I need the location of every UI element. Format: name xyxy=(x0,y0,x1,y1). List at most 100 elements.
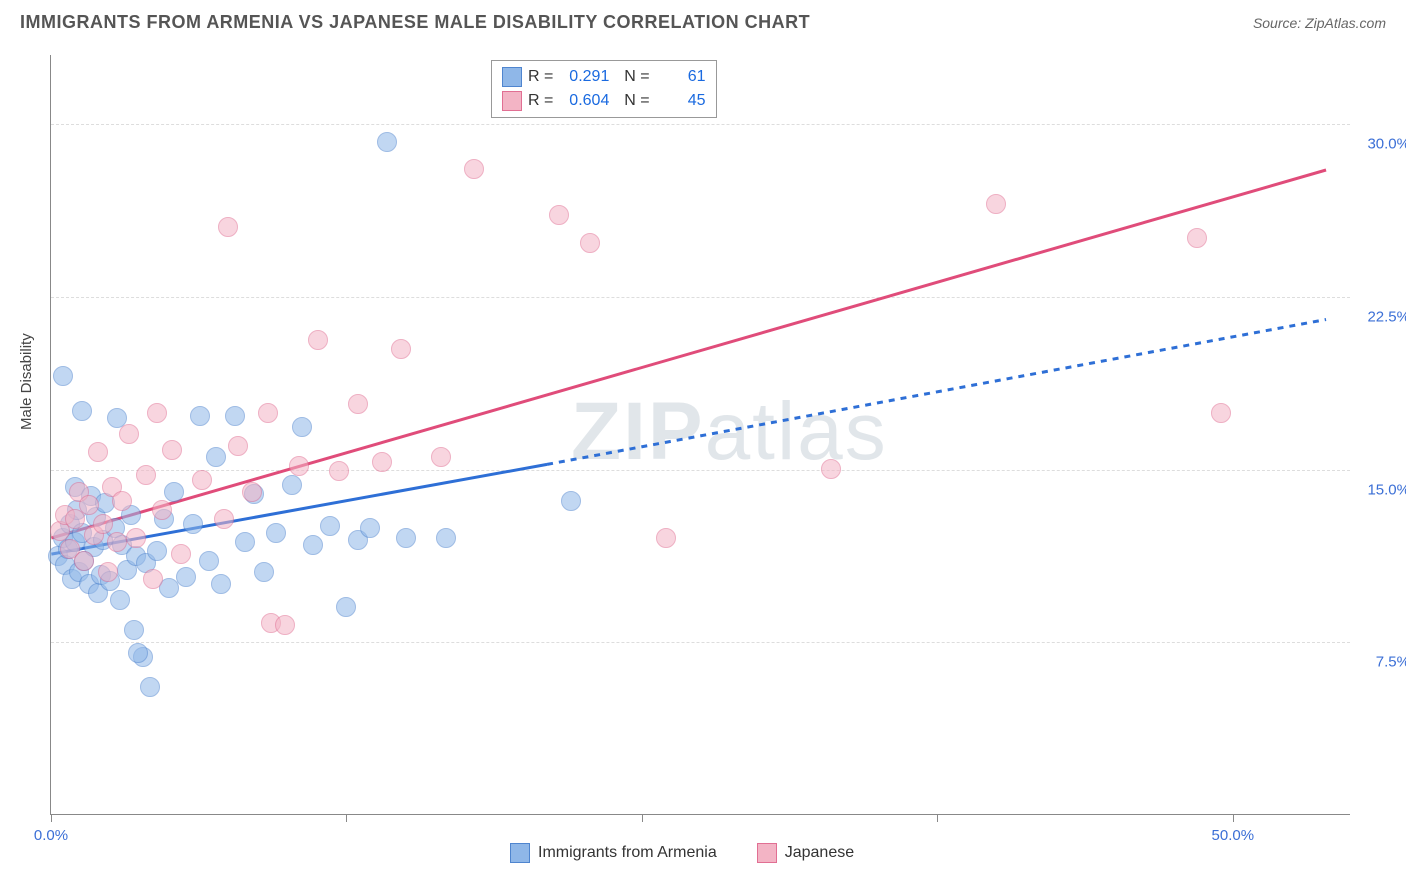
scatter-point xyxy=(72,401,92,421)
swatch-japanese xyxy=(502,91,522,111)
scatter-point xyxy=(1187,228,1207,248)
x-tick-label: 50.0% xyxy=(1212,827,1255,844)
scatter-point xyxy=(143,569,163,589)
scatter-point xyxy=(320,516,340,536)
r-value-japanese: 0.604 xyxy=(559,92,609,110)
scatter-point xyxy=(986,194,1006,214)
bottom-legend: Immigrants from Armenia Japanese xyxy=(510,843,854,863)
scatter-point xyxy=(214,509,234,529)
scatter-point xyxy=(308,330,328,350)
scatter-point xyxy=(126,528,146,548)
scatter-point xyxy=(235,532,255,552)
scatter-point xyxy=(1211,403,1231,423)
scatter-point xyxy=(79,495,99,515)
chart-header: IMMIGRANTS FROM ARMENIA VS JAPANESE MALE… xyxy=(0,0,1406,33)
scatter-point xyxy=(561,491,581,511)
y-axis-label: Male Disability xyxy=(18,333,35,430)
x-tick xyxy=(51,814,52,822)
scatter-point xyxy=(110,590,130,610)
scatter-point xyxy=(119,424,139,444)
scatter-point xyxy=(128,643,148,663)
swatch-armenia xyxy=(502,67,522,87)
scatter-point xyxy=(336,597,356,617)
y-tick-label: 22.5% xyxy=(1355,308,1406,325)
scatter-point xyxy=(93,514,113,534)
scatter-point xyxy=(147,403,167,423)
x-tick xyxy=(1233,814,1234,822)
legend-item-japanese: Japanese xyxy=(757,843,854,863)
scatter-point xyxy=(140,677,160,697)
r-label: R = xyxy=(528,68,553,86)
gridline xyxy=(51,297,1350,298)
scatter-point xyxy=(289,456,309,476)
stats-row-japanese: R = 0.604 N = 45 xyxy=(502,89,706,113)
scatter-point xyxy=(329,461,349,481)
scatter-point xyxy=(396,528,416,548)
scatter-point xyxy=(348,394,368,414)
scatter-point xyxy=(199,551,219,571)
scatter-point xyxy=(242,482,262,502)
scatter-point xyxy=(303,535,323,555)
scatter-point xyxy=(136,465,156,485)
plot-area: 7.5%15.0%22.5%30.0% ZIPatlas R = 0.291 N… xyxy=(50,55,1350,815)
gridline xyxy=(51,124,1350,125)
scatter-point xyxy=(391,339,411,359)
gridline xyxy=(51,470,1350,471)
scatter-point xyxy=(164,482,184,502)
source-label: Source: ZipAtlas.com xyxy=(1253,15,1386,31)
n-label: N = xyxy=(615,92,649,110)
x-tick xyxy=(642,814,643,822)
x-tick xyxy=(937,814,938,822)
n-label: N = xyxy=(615,68,649,86)
scatter-point xyxy=(124,620,144,640)
scatter-point xyxy=(112,491,132,511)
r-value-armenia: 0.291 xyxy=(559,68,609,86)
scatter-point xyxy=(225,406,245,426)
scatter-point xyxy=(206,447,226,467)
scatter-point xyxy=(190,406,210,426)
scatter-point xyxy=(372,452,392,472)
legend-item-armenia: Immigrants from Armenia xyxy=(510,843,717,863)
legend-label-japanese: Japanese xyxy=(785,844,854,862)
scatter-point xyxy=(656,528,676,548)
stats-row-armenia: R = 0.291 N = 61 xyxy=(502,65,706,89)
scatter-point xyxy=(282,475,302,495)
scatter-point xyxy=(147,541,167,561)
y-tick-label: 15.0% xyxy=(1355,481,1406,498)
swatch-japanese xyxy=(757,843,777,863)
scatter-point xyxy=(211,574,231,594)
swatch-armenia xyxy=(510,843,530,863)
scatter-point xyxy=(218,217,238,237)
scatter-point xyxy=(228,436,248,456)
r-label: R = xyxy=(528,92,553,110)
scatter-point xyxy=(53,366,73,386)
scatter-point xyxy=(258,403,278,423)
scatter-point xyxy=(464,159,484,179)
scatter-point xyxy=(98,562,118,582)
regression-lines xyxy=(51,55,1350,814)
scatter-point xyxy=(275,615,295,635)
scatter-point xyxy=(377,132,397,152)
scatter-point xyxy=(254,562,274,582)
scatter-point xyxy=(171,544,191,564)
stats-legend: R = 0.291 N = 61 R = 0.604 N = 45 xyxy=(491,60,717,118)
y-tick-label: 30.0% xyxy=(1355,136,1406,153)
scatter-point xyxy=(88,442,108,462)
scatter-point xyxy=(152,500,172,520)
scatter-point xyxy=(549,205,569,225)
x-tick-label: 0.0% xyxy=(34,827,68,844)
scatter-point xyxy=(176,567,196,587)
scatter-point xyxy=(360,518,380,538)
scatter-point xyxy=(821,459,841,479)
scatter-point xyxy=(266,523,286,543)
scatter-point xyxy=(580,233,600,253)
scatter-point xyxy=(436,528,456,548)
x-tick xyxy=(346,814,347,822)
scatter-point xyxy=(107,532,127,552)
legend-label-armenia: Immigrants from Armenia xyxy=(538,844,717,862)
n-value-japanese: 45 xyxy=(656,92,706,110)
scatter-point xyxy=(74,551,94,571)
scatter-point xyxy=(192,470,212,490)
y-tick-label: 7.5% xyxy=(1355,654,1406,671)
scatter-point xyxy=(292,417,312,437)
